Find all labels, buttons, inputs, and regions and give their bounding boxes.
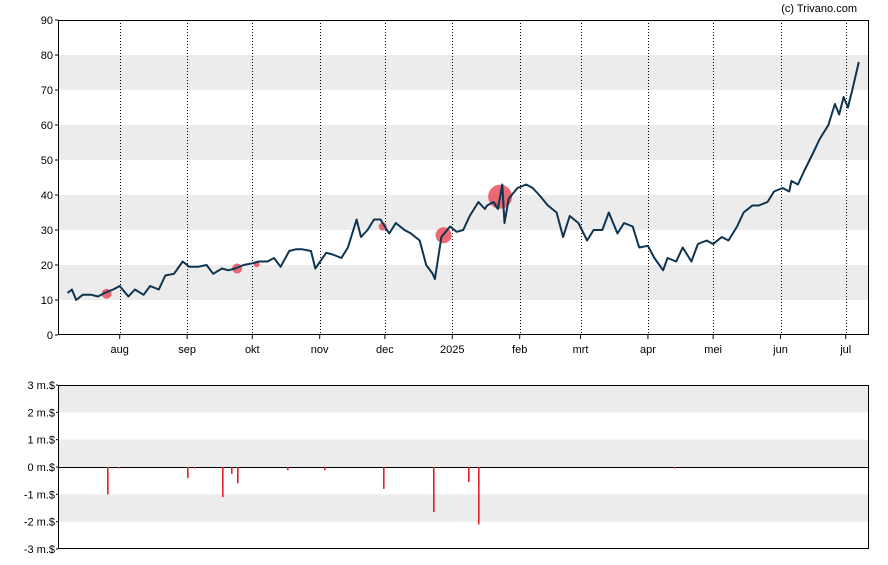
- grid-band: [58, 439, 869, 467]
- price-line: [66, 61, 860, 301]
- y-tick-label: 70: [41, 85, 53, 97]
- grid-band: [58, 265, 869, 300]
- y-tick-label: 0 m.$: [27, 462, 55, 474]
- price-chart-panel: 0 10 20 30 40 50 60 70 80 90 aug sep okt nov dec 2025 fe…: [41, 15, 869, 356]
- grid-band: [58, 385, 869, 413]
- x-tick-label: mei: [704, 344, 722, 356]
- flow-bar: [324, 467, 326, 471]
- flow-bar: [237, 467, 239, 484]
- flow-bar: [231, 467, 233, 474]
- y-tick-label: 3 m.$: [27, 380, 55, 392]
- y-tick-label: 20: [41, 260, 53, 272]
- flow-bar: [287, 467, 289, 471]
- y-tick-label: 90: [41, 15, 53, 27]
- credit-label: (c) Trivano.com: [781, 3, 857, 15]
- y-tick-label: 40: [41, 190, 53, 202]
- x-tick-label: apr: [640, 344, 656, 356]
- plot-frame: [58, 385, 869, 549]
- y-tick-label: 10: [41, 295, 53, 307]
- flow-bar: [674, 467, 676, 469]
- y-tick-label: 2 m.$: [27, 407, 55, 419]
- y-tick-label: -1 m.$: [24, 489, 55, 501]
- x-tick-label: jun: [772, 344, 788, 356]
- grid-band: [58, 195, 869, 230]
- x-tick-label: mrt: [573, 344, 589, 356]
- x-tick-label: okt: [245, 344, 260, 356]
- flow-bar: [187, 467, 189, 478]
- x-tick-label: aug: [111, 344, 129, 356]
- x-tick-label: nov: [311, 344, 329, 356]
- grid-band: [58, 125, 869, 160]
- x-tick-label: dec: [376, 344, 394, 356]
- flow-bar: [118, 467, 120, 469]
- flow-bar-chart-panel: 3 m.$ 2 m.$ 1 m.$ 0 m.$ -1 m.$ -2 m.$ -3 m.$: [24, 380, 869, 556]
- flow-bar: [222, 467, 224, 498]
- y-tick-label: -2 m.$: [24, 517, 55, 529]
- flow-bar: [383, 467, 385, 489]
- y-tick-label: 80: [41, 50, 53, 62]
- y-tick-label: 30: [41, 225, 53, 237]
- y-tick-label: 0: [47, 330, 53, 342]
- flow-bar: [107, 467, 109, 495]
- flow-bar: [194, 467, 196, 469]
- grid-band: [58, 494, 869, 522]
- y-tick-label: 50: [41, 155, 53, 167]
- flow-bar: [433, 467, 435, 513]
- x-tick-label: jul: [839, 344, 851, 356]
- x-tick-label: 2025: [440, 344, 464, 356]
- y-tick-label: -3 m.$: [24, 544, 55, 556]
- plot-frame: [58, 20, 869, 335]
- x-tick-label: sep: [178, 344, 196, 356]
- flow-bar: [478, 467, 480, 525]
- y-tick-label: 1 m.$: [27, 435, 55, 447]
- flow-bar: [468, 467, 470, 483]
- y-tick-label: 60: [41, 120, 53, 132]
- grid-band: [58, 55, 869, 90]
- x-tick-label: feb: [512, 344, 527, 356]
